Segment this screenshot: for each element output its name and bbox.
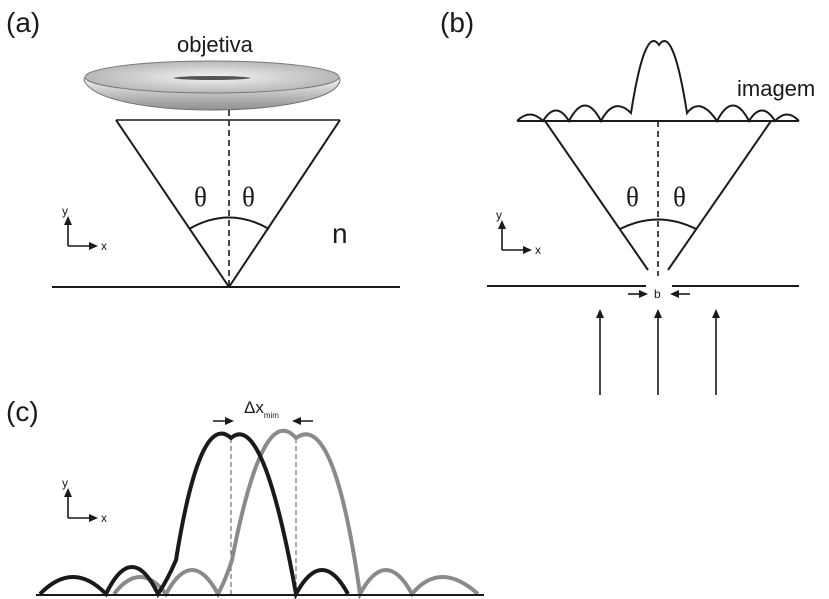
delta-subscript: mim [264, 411, 279, 420]
axis-x-label-c: x [101, 511, 107, 525]
delta-symbol: Δx [244, 398, 264, 417]
angle-arc-b [619, 218, 697, 230]
delta-x-label: Δxmim [244, 398, 279, 420]
theta-right-b: θ [673, 182, 686, 212]
axes-icon [64, 216, 98, 250]
axes-icon-c [64, 488, 98, 522]
panel-c-label: (c) [6, 396, 39, 427]
theta-right: θ [242, 182, 255, 212]
cone-right-edge-b [667, 120, 772, 271]
medium-label: n [332, 218, 348, 249]
cone-right-edge [228, 119, 341, 288]
panel-a-label: (a) [6, 7, 40, 38]
slit-label: b [654, 287, 661, 301]
image-label: imagem [737, 76, 815, 101]
objective-lens [83, 60, 341, 111]
cone-left-edge-b [544, 120, 649, 271]
diffraction-curve-1 [38, 431, 350, 599]
theta-left-b: θ [626, 182, 639, 212]
axis-x-label-b: x [535, 243, 541, 257]
panel-b-label: (b) [440, 7, 474, 38]
axis-y-label: y [62, 204, 68, 218]
axis-y-label-b: y [496, 208, 502, 222]
angle-arc [188, 216, 270, 230]
axes-icon-b [498, 220, 532, 254]
panel-c: (c) Δxmim y x [6, 396, 484, 599]
diffraction-pattern [516, 39, 800, 124]
axis-y-label-c: y [62, 476, 68, 490]
cone-left-edge [115, 119, 230, 288]
panel-b: (b) imagem θ θ y x b [440, 7, 815, 395]
theta-left: θ [194, 182, 207, 212]
panel-a: (a) objetiva θ θ n y x [6, 7, 400, 288]
diffraction-curve-2 [112, 428, 480, 599]
axis-x-label: x [101, 239, 107, 253]
lens-label: objetiva [177, 32, 254, 57]
